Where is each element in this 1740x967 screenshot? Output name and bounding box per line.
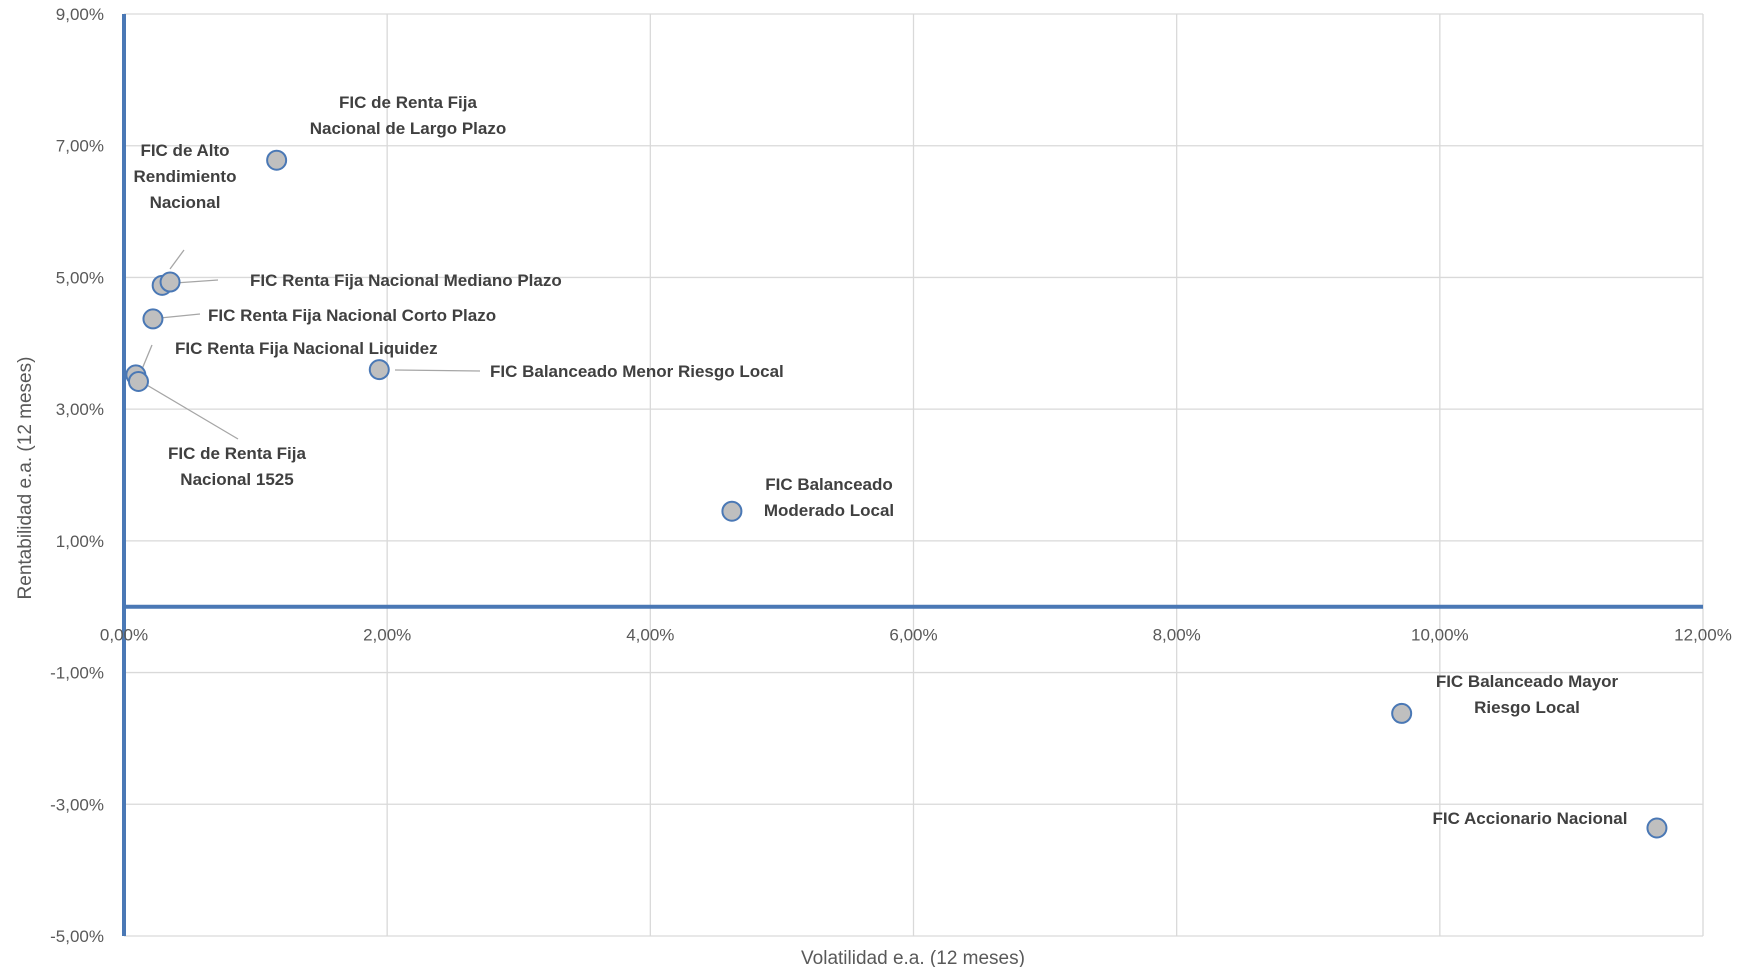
data-label: FIC Renta Fija Nacional Corto Plazo <box>208 306 496 325</box>
data-label: FIC de Renta Fija Nacional de Largo Plazo <box>310 93 507 138</box>
y-tick-label: 1,00% <box>56 532 104 551</box>
y-axis-title: Rentabilidad e.a. (12 meses) <box>15 357 36 600</box>
data-points <box>125 149 1668 839</box>
x-tick-label: 2,00% <box>363 626 411 645</box>
label-leader-line <box>169 249 185 270</box>
data-label: FIC Renta Fija Nacional Mediano Plazo <box>250 271 562 290</box>
axis-lines <box>122 14 1703 936</box>
data-point <box>368 359 390 381</box>
x-tick-label: 4,00% <box>626 626 674 645</box>
tick-labels: -5,00% -3,00% -1,00% 1,00% 3,00% 5,00% 7,00% 9,… <box>50 5 1732 946</box>
data-point <box>159 271 181 293</box>
data-label: FIC Balanceado Mayor Riesgo Local <box>1436 672 1619 717</box>
data-label: FIC Renta Fija Nacional Liquidez <box>175 339 438 358</box>
data-point <box>127 370 149 392</box>
label-leader-line <box>159 313 201 319</box>
gridlines <box>123 13 1704 937</box>
data-point <box>1391 702 1413 724</box>
y-tick-label: 7,00% <box>56 137 104 156</box>
data-label: FIC de Renta Fija Nacional 1525 <box>168 444 306 489</box>
y-tick-label: 5,00% <box>56 268 104 287</box>
data-label: FIC Balanceado Menor Riesgo Local <box>490 362 784 381</box>
x-tick-label: 8,00% <box>1153 626 1201 645</box>
y-tick-label: 3,00% <box>56 400 104 419</box>
label-leader-line <box>174 279 219 284</box>
data-labels: FIC de Renta Fija Nacional de Largo Plazo… <box>134 93 1628 828</box>
data-label: FIC Accionario Nacional <box>1433 809 1628 828</box>
data-point <box>721 500 743 522</box>
label-leader-line <box>394 369 481 372</box>
y-tick-label: -5,00% <box>50 927 104 946</box>
data-label: FIC de Alto Rendimiento Nacional <box>134 141 237 212</box>
x-tick-label: 12,00% <box>1674 626 1732 645</box>
x-tick-label: 0,00% <box>100 626 148 645</box>
y-tick-label: -3,00% <box>50 795 104 814</box>
y-tick-label: 9,00% <box>56 5 104 24</box>
x-axis-title: Volatilidad e.a. (12 meses) <box>801 948 1025 967</box>
data-label: FIC Balanceado Moderado Local <box>764 475 894 520</box>
data-point <box>142 308 164 330</box>
x-tick-label: 10,00% <box>1411 626 1469 645</box>
y-tick-label: -1,00% <box>50 664 104 683</box>
label-leader-line <box>139 380 239 440</box>
data-point <box>1646 817 1668 839</box>
data-point <box>266 149 288 171</box>
x-tick-label: 6,00% <box>889 626 937 645</box>
